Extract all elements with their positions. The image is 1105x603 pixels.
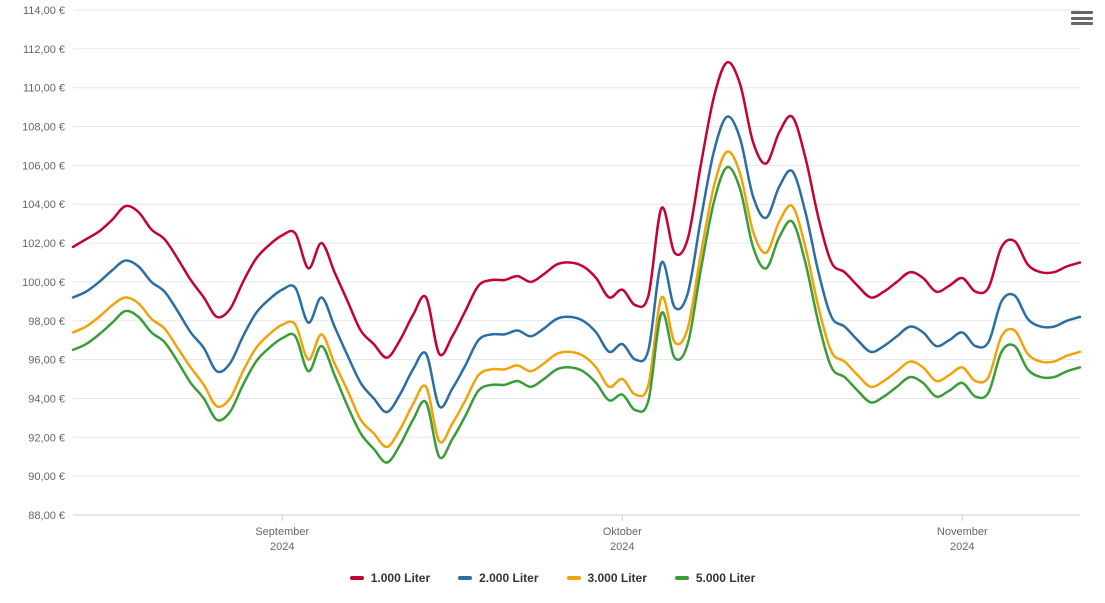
y-tick-label: 88,00 € (28, 510, 65, 522)
y-tick-label: 110,00 € (23, 83, 65, 95)
legend: 1.000 Liter 2.000 Liter 3.000 Liter 5.00… (0, 571, 1105, 585)
series-3-000-liter[interactable] (73, 151, 1080, 447)
y-tick-label: 114,00 € (23, 5, 65, 17)
x-tick-label: September (255, 526, 309, 538)
y-tick-label: 102,00 € (22, 238, 65, 250)
legend-item-1000l[interactable]: 1.000 Liter (350, 571, 430, 585)
legend-swatch (567, 576, 581, 580)
legend-item-2000l[interactable]: 2.000 Liter (458, 571, 538, 585)
legend-label: 1.000 Liter (371, 571, 430, 585)
y-tick-label: 104,00 € (22, 199, 65, 211)
series-1-000-liter[interactable] (73, 62, 1080, 358)
x-tick-label: Oktober (603, 526, 642, 538)
y-tick-label: 94,00 € (28, 393, 65, 405)
legend-label: 5.000 Liter (696, 571, 755, 585)
y-tick-label: 106,00 € (22, 160, 65, 172)
x-tick-sublabel: 2024 (950, 541, 974, 553)
y-tick-label: 100,00 € (22, 277, 65, 289)
x-tick-sublabel: 2024 (610, 541, 634, 553)
y-tick-label: 96,00 € (28, 355, 65, 367)
legend-label: 2.000 Liter (479, 571, 538, 585)
legend-swatch (675, 576, 689, 580)
y-tick-label: 108,00 € (22, 122, 65, 134)
x-tick-label: November (937, 526, 988, 538)
y-tick-label: 92,00 € (28, 432, 65, 444)
legend-item-5000l[interactable]: 5.000 Liter (675, 571, 755, 585)
legend-item-3000l[interactable]: 3.000 Liter (567, 571, 647, 585)
x-tick-sublabel: 2024 (270, 541, 294, 553)
hamburger-menu-icon[interactable] (1071, 8, 1093, 28)
y-tick-label: 90,00 € (28, 471, 65, 483)
y-tick-label: 112,00 € (23, 44, 65, 56)
legend-label: 3.000 Liter (588, 571, 647, 585)
chart-svg: 114,00 € 112,00 € 110,00 € 108,00 € 106,00 €… (0, 0, 1105, 560)
legend-swatch (350, 576, 364, 580)
legend-swatch (458, 576, 472, 580)
y-tick-label: 98,00 € (28, 316, 65, 328)
price-chart: 114,00 € 112,00 € 110,00 € 108,00 € 106,00 €… (0, 0, 1105, 603)
